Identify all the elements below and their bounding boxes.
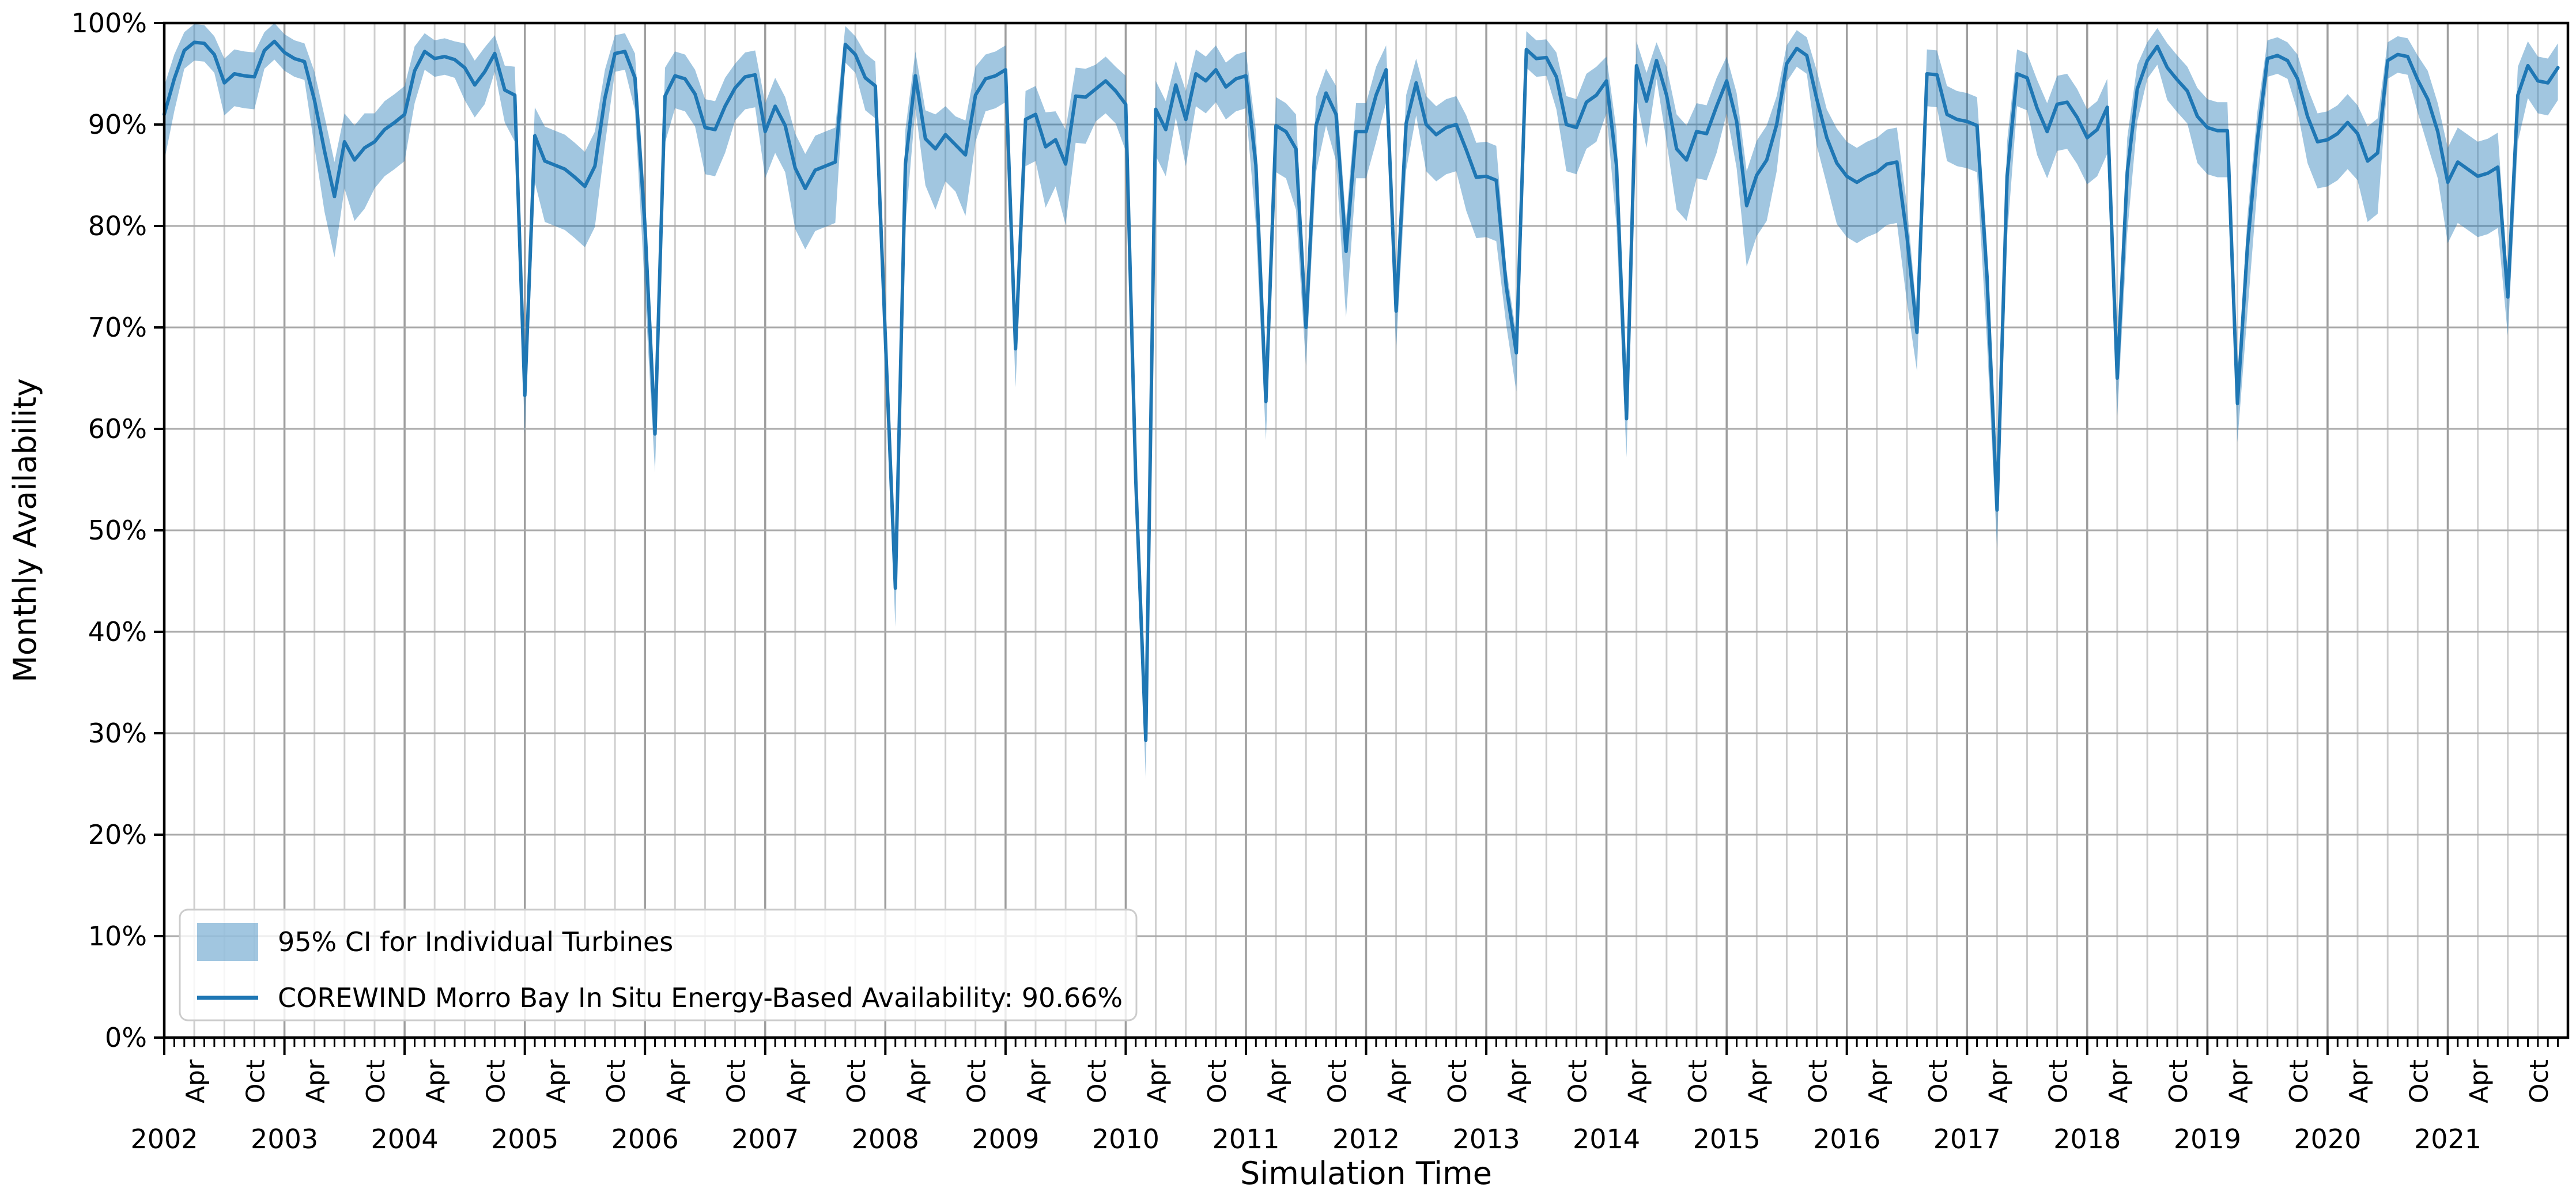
x-year-label: 2006: [611, 1123, 679, 1155]
x-month-label: Oct: [1082, 1060, 1112, 1103]
legend-band-swatch: [197, 923, 258, 961]
x-month-label: Oct: [2164, 1060, 2193, 1103]
x-year-label: 2003: [251, 1123, 318, 1155]
y-tick-label: 90%: [88, 109, 147, 140]
x-year-label: 2009: [972, 1123, 1039, 1155]
x-year-label: 2005: [491, 1123, 558, 1155]
x-month-label: Oct: [361, 1060, 391, 1103]
x-year-label: 2014: [1573, 1123, 1640, 1155]
x-month-label: Apr: [662, 1059, 691, 1103]
x-year-label: 2020: [2294, 1123, 2361, 1155]
x-month-label: Apr: [902, 1059, 931, 1103]
x-month-label: Apr: [1143, 1059, 1172, 1103]
x-month-label: Apr: [1864, 1059, 1893, 1103]
x-month-label: Oct: [2404, 1060, 2434, 1103]
x-year-label: 2016: [1813, 1123, 1880, 1155]
x-year-label: 2021: [2414, 1123, 2481, 1155]
y-tick-label: 60%: [88, 413, 147, 444]
x-month-label: Oct: [962, 1060, 992, 1103]
y-axis: 0% 10% 20% 30% 40% 50% 60% 70% 80% 90% 100%: [71, 7, 164, 1053]
y-tick-label: 70%: [88, 312, 147, 343]
y-tick-label: 40%: [88, 616, 147, 647]
x-month-label: Apr: [1022, 1059, 1052, 1103]
x-month-label: Oct: [1563, 1060, 1593, 1103]
x-year-label: 2017: [1933, 1123, 2001, 1155]
x-month-label: Apr: [1743, 1059, 1773, 1103]
x-month-label: Oct: [1203, 1060, 1232, 1103]
x-month-label: Apr: [542, 1059, 571, 1103]
x-year-label: 2010: [1092, 1123, 1159, 1155]
y-tick-label: 20%: [88, 819, 147, 850]
x-month-label: Apr: [1383, 1059, 1412, 1103]
x-year-label: 2002: [130, 1123, 198, 1155]
x-month-label: Oct: [1323, 1060, 1352, 1103]
legend-label: COREWIND Morro Bay In Situ Energy-Based …: [278, 982, 1123, 1013]
x-month-label: Apr: [2104, 1059, 2133, 1103]
x-month-label: Apr: [1263, 1059, 1292, 1103]
x-month-label: Apr: [1984, 1059, 2013, 1103]
x-year-label: 2015: [1693, 1123, 1761, 1155]
x-month-label: Apr: [1623, 1059, 1653, 1103]
x-month-label: Oct: [1683, 1060, 1713, 1103]
x-year-label: 2019: [2174, 1123, 2241, 1155]
x-month-label: Oct: [241, 1060, 270, 1103]
x-month-label: Oct: [482, 1060, 511, 1103]
x-month-label: Oct: [2525, 1060, 2554, 1103]
x-year-label: 2018: [2053, 1123, 2121, 1155]
grid: [164, 23, 2568, 1038]
x-year-label: 2004: [371, 1123, 439, 1155]
x-month-label: Oct: [722, 1060, 751, 1103]
x-month-label: Oct: [2284, 1060, 2314, 1103]
legend-label: 95% CI for Individual Turbines: [278, 926, 673, 957]
y-tick-label: 100%: [71, 7, 147, 39]
availability-line: [163, 39, 2560, 742]
x-month-label: Apr: [181, 1059, 210, 1103]
y-tick-label: 50%: [88, 515, 147, 546]
y-tick-label: 80%: [88, 210, 147, 242]
x-month-label: Oct: [1924, 1060, 1953, 1103]
legend-box: [179, 908, 1138, 1021]
x-year-label: 2013: [1453, 1123, 1520, 1155]
x-month-label: Oct: [602, 1060, 631, 1103]
legend: 95% CI for Individual Turbines COREWIND M…: [179, 908, 1138, 1021]
x-month-label: Apr: [2344, 1059, 2374, 1103]
x-month-label: Oct: [1443, 1060, 1472, 1103]
x-year-label: 2011: [1212, 1123, 1279, 1155]
x-axis: Apr Oct 2002 Apr Oct 2003 Apr Oct 2004 Apr Oct 2005…: [130, 1038, 2559, 1155]
y-tick-label: 30%: [88, 718, 147, 749]
x-month-label: Apr: [782, 1059, 811, 1103]
x-month-label: Oct: [1804, 1060, 1833, 1103]
x-month-label: Apr: [2465, 1059, 2494, 1103]
x-month-label: Oct: [2044, 1060, 2073, 1103]
x-month-label: Apr: [301, 1059, 331, 1103]
x-axis-title: Simulation Time: [1240, 1155, 1492, 1192]
x-year-label: 2008: [852, 1123, 919, 1155]
x-month-label: Apr: [2224, 1059, 2254, 1103]
y-tick-label: 0%: [105, 1022, 147, 1053]
y-axis-title: Monthly Availability: [7, 378, 43, 683]
x-month-label: Apr: [1503, 1059, 1532, 1103]
x-month-label: Oct: [842, 1060, 871, 1103]
y-tick-label: 10%: [88, 921, 147, 952]
x-month-label: Apr: [421, 1059, 451, 1103]
ci-band: [164, 23, 2558, 779]
x-year-label: 2007: [731, 1123, 799, 1155]
x-year-label: 2012: [1332, 1123, 1400, 1155]
